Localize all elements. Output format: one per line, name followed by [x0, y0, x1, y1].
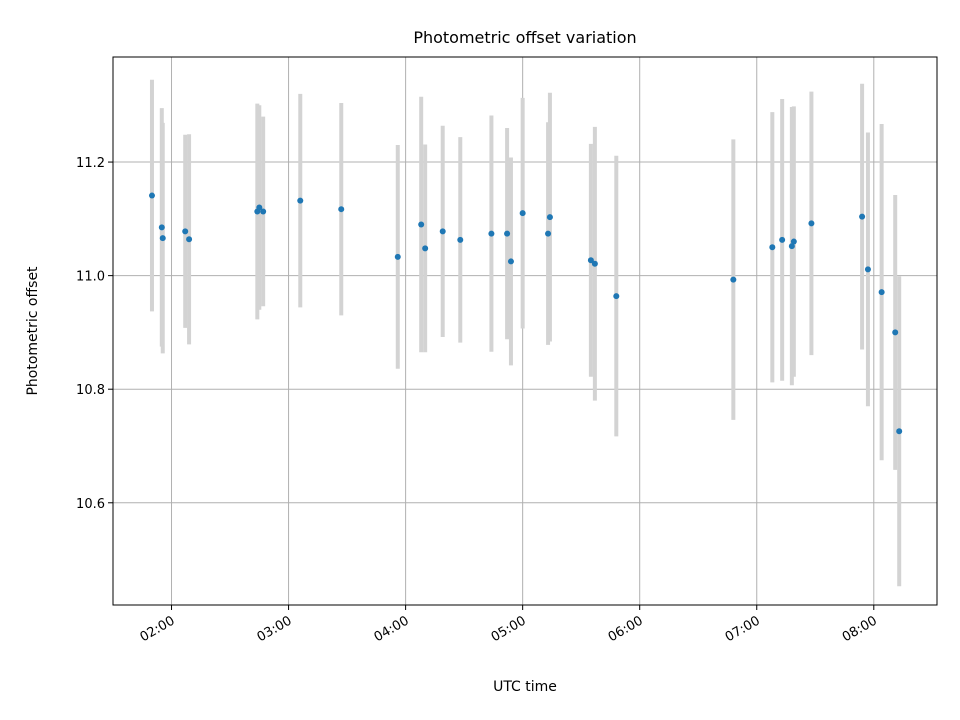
- data-point: [896, 428, 903, 435]
- data-point: [587, 257, 594, 264]
- data-point: [439, 228, 446, 235]
- x-axis-ticks: 02:00 03:00 04:00 05:00 06:00 07:00 08:00: [138, 605, 880, 645]
- y-tick-label: 11.2: [76, 156, 105, 171]
- plot-frame: [112, 56, 938, 606]
- x-tick-label: 04:00: [372, 613, 412, 645]
- data-point: [422, 245, 429, 252]
- x-tick-label: 08:00: [840, 613, 880, 645]
- data-point: [394, 253, 401, 260]
- data-point: [256, 204, 263, 211]
- data-point: [488, 230, 495, 237]
- data-point: [159, 235, 166, 242]
- data-point: [892, 329, 899, 336]
- x-tick-label: 06:00: [606, 613, 646, 645]
- x-tick-label: 07:00: [723, 613, 763, 645]
- data-point: [545, 230, 552, 237]
- data-point: [186, 236, 193, 243]
- data-point: [504, 230, 511, 237]
- data-point: [864, 266, 871, 273]
- errorbars: [149, 79, 902, 587]
- data-point: [788, 243, 795, 250]
- x-axis-label: UTC time: [493, 679, 557, 695]
- data-point: [418, 221, 425, 228]
- x-tick-label: 05:00: [489, 613, 529, 645]
- chart-title: Photometric offset variation: [413, 28, 636, 47]
- data-point: [260, 208, 267, 215]
- y-tick-label: 10.8: [76, 383, 105, 398]
- data-point: [878, 289, 885, 296]
- data-point: [457, 236, 464, 243]
- data-point: [546, 214, 553, 221]
- data-point: [779, 236, 786, 243]
- data-point: [297, 197, 304, 204]
- data-point: [859, 213, 866, 220]
- data-point: [158, 224, 165, 231]
- data-point: [338, 206, 345, 213]
- y-tick-label: 10.6: [76, 497, 105, 512]
- data-point: [519, 210, 526, 217]
- y-axis-ticks: 10.6 10.8 11.0 11.2: [76, 156, 113, 512]
- grid: [113, 57, 937, 605]
- data-point: [730, 276, 737, 283]
- y-tick-label: 11.0: [76, 270, 105, 285]
- data-point: [182, 228, 189, 235]
- data-points: [148, 192, 903, 435]
- x-tick-label: 03:00: [255, 613, 295, 645]
- data-point: [613, 293, 620, 300]
- data-point: [507, 258, 514, 265]
- data-point: [591, 260, 598, 267]
- data-point: [148, 192, 155, 199]
- data-point: [790, 238, 797, 245]
- data-point: [808, 220, 815, 227]
- y-axis-label: Photometric offset: [25, 266, 41, 396]
- data-point: [769, 244, 776, 251]
- x-tick-label: 02:00: [138, 613, 178, 645]
